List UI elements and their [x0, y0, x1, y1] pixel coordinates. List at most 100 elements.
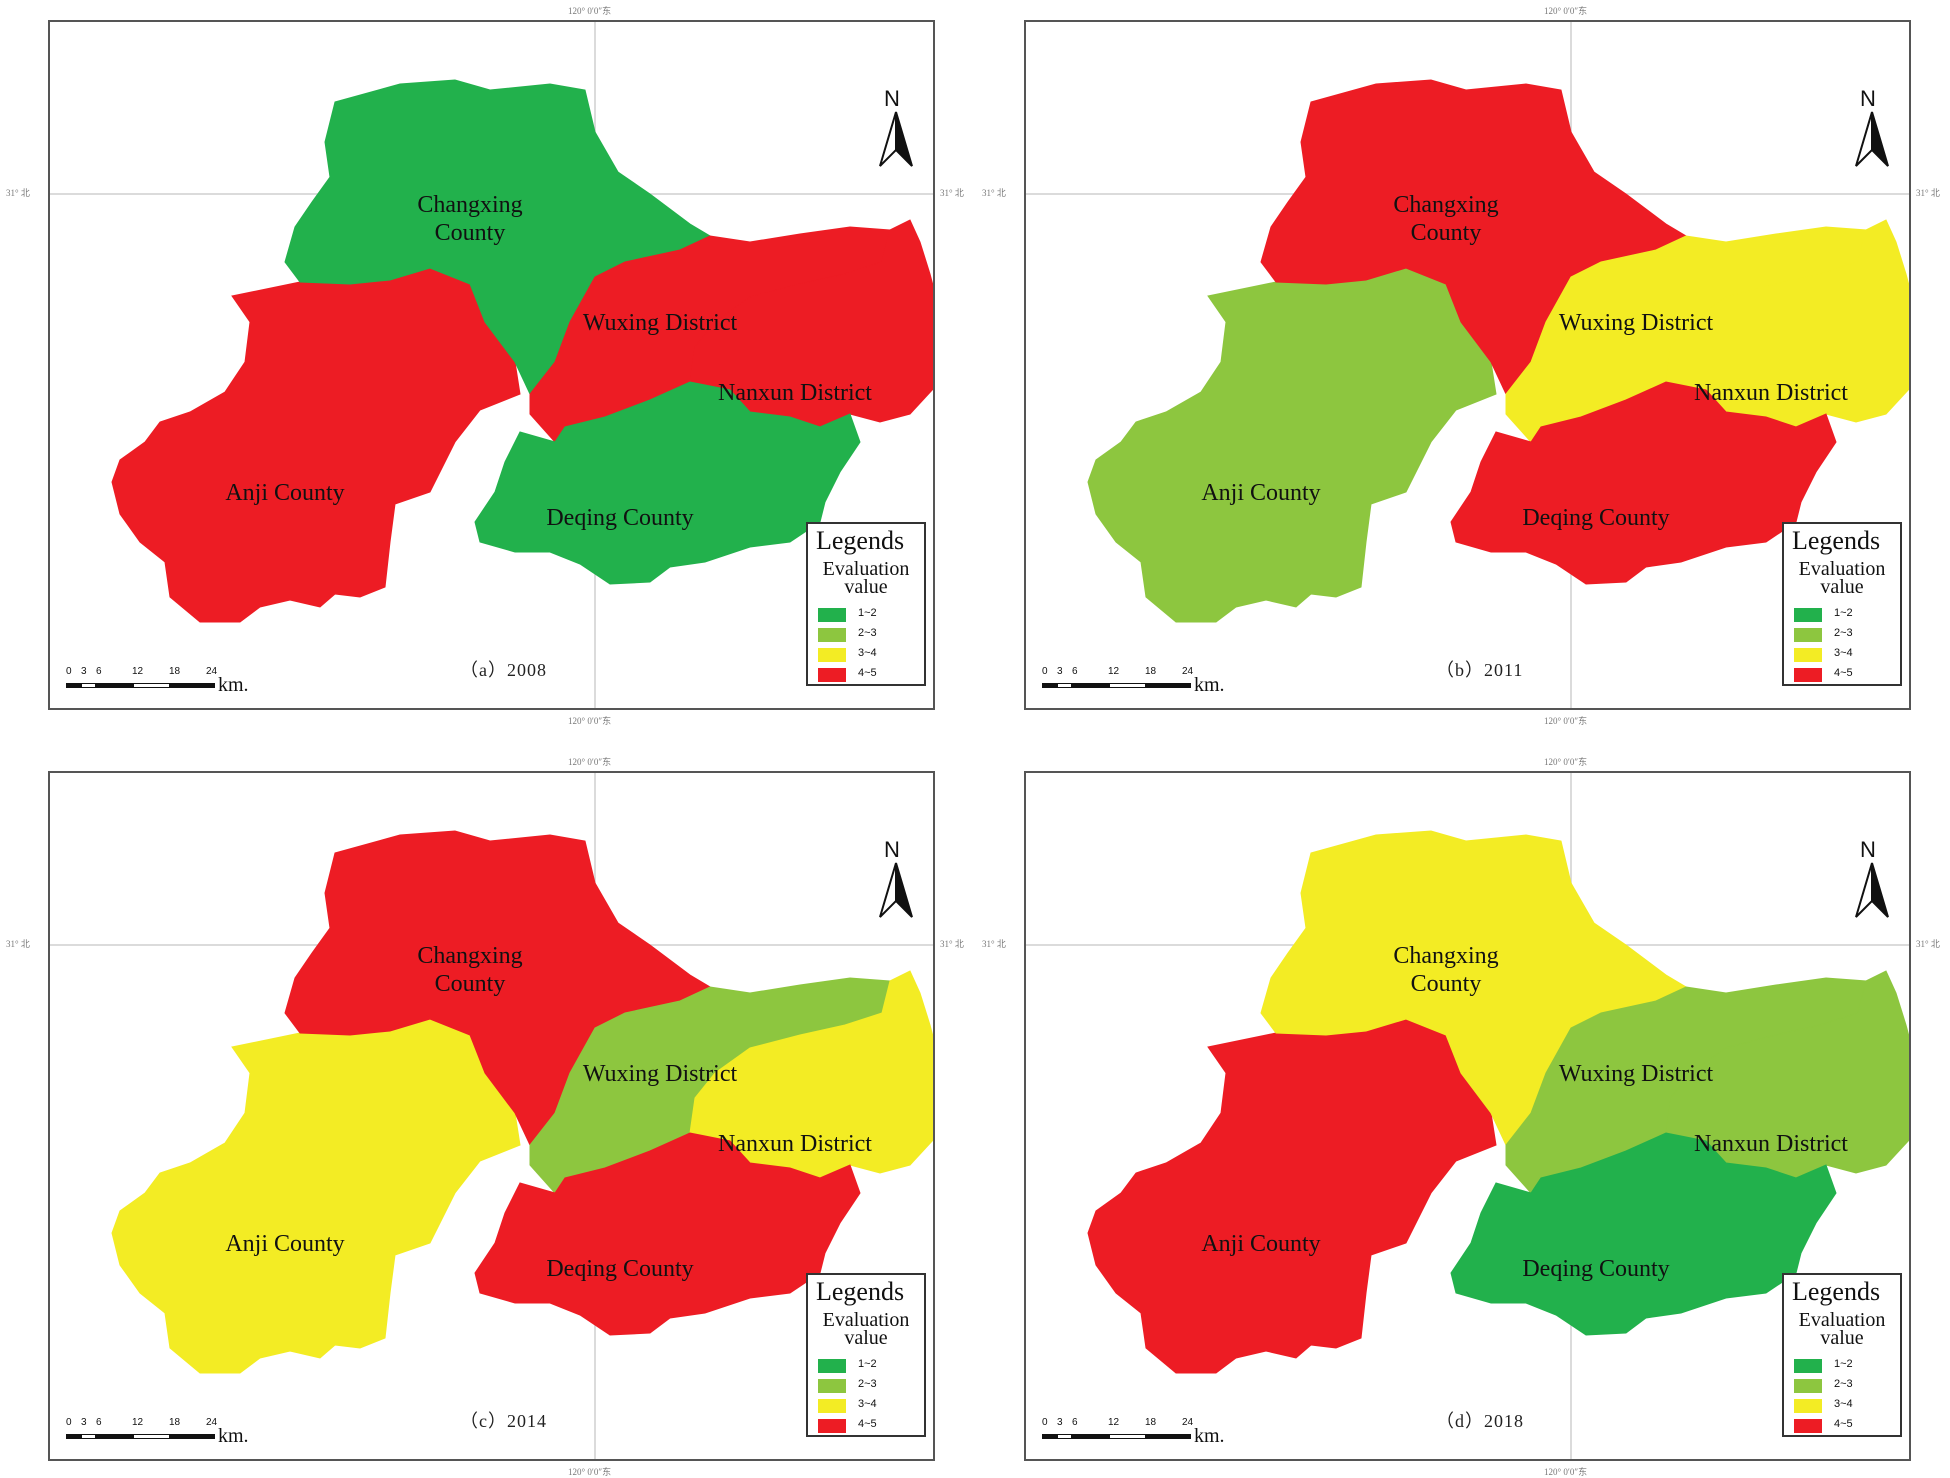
north-arrow-icon	[879, 111, 913, 167]
north-label: N	[884, 837, 900, 862]
scale-tick: 12	[1108, 1417, 1120, 1428]
longitude-label-bottom: 120° 0′0″东	[568, 1467, 612, 1477]
panel-caption: （a）2008	[460, 660, 547, 680]
legend-item-label: 1~2	[858, 607, 877, 619]
legend-subtitle-line2: value	[1820, 576, 1864, 598]
scale-tick: 18	[169, 666, 181, 677]
region-deqing	[474, 1132, 861, 1336]
scale-tick: 18	[1145, 666, 1157, 677]
scale-tick: 24	[206, 1417, 218, 1428]
map-panel-2: Changxing County Wuxing District Nanxun …	[1024, 20, 1911, 710]
scale-tick: 0	[1042, 666, 1048, 677]
map-canvas: Changxing County Wuxing District Nanxun …	[1026, 22, 1909, 708]
map-panel-3: Changxing County Wuxing District Nanxun …	[48, 771, 935, 1461]
region-anji	[111, 267, 521, 623]
scale-unit: km.	[1194, 1425, 1225, 1447]
legend-item-label: 4~5	[1834, 1418, 1853, 1430]
legend-box: Legends Evaluation value 1~2 2~3 3~4 4~5	[1782, 522, 1902, 686]
label-changxing-line1: Changxing	[417, 943, 522, 969]
legend-swatch	[818, 628, 846, 642]
legend-item-label: 1~2	[1834, 1358, 1853, 1370]
legend-swatch	[1794, 1419, 1822, 1433]
scale-tick: 12	[132, 666, 144, 677]
label-deqing: Deqing County	[1522, 505, 1669, 531]
latitude-label-left: 31° 北	[982, 188, 1006, 198]
label-wuxing: Wuxing District	[583, 310, 738, 336]
scale-tick: 3	[81, 666, 87, 677]
label-changxing-line2: County	[435, 220, 506, 246]
legend-box: Legends Evaluation value 1~2 2~3 3~4 4~5	[806, 522, 926, 686]
label-nanxun: Nanxun District	[718, 380, 872, 406]
north-arrow: N	[1852, 86, 1892, 170]
longitude-label-top: 120° 0′0″东	[568, 757, 612, 767]
label-changxing-line1: Changxing	[1393, 192, 1498, 218]
panel-caption: （c）2014	[460, 1411, 547, 1431]
legend-swatch	[818, 648, 846, 662]
legend-box: Legends Evaluation value 1~2 2~3 3~4 4~5	[1782, 1273, 1902, 1437]
region-deqing	[474, 381, 861, 585]
longitude-label-bottom: 120° 0′0″东	[568, 716, 612, 726]
scale-tick: 6	[1072, 1417, 1078, 1428]
legend-swatch	[818, 1399, 846, 1413]
label-changxing-line2: County	[1411, 971, 1482, 997]
legend-subtitle: Evaluation value	[808, 559, 924, 598]
latitude-label-right: 31° 北	[1916, 188, 1940, 198]
scale-bar: 0 3 6 12 18 24 km.	[1042, 662, 1242, 702]
region-deqing	[1450, 381, 1837, 585]
latitude-label-right: 31° 北	[940, 939, 964, 949]
scale-tick: 6	[1072, 666, 1078, 677]
north-label: N	[1860, 86, 1876, 111]
legend-title: Legends	[1792, 526, 1881, 555]
scale-bar: 0 3 6 12 18 24 km.	[1042, 1413, 1242, 1453]
region-anji	[1087, 267, 1497, 623]
map-canvas: Changxing County Wuxing District Nanxun …	[50, 773, 933, 1459]
longitude-label-bottom: 120° 0′0″东	[1544, 1467, 1588, 1477]
label-anji: Anji County	[1201, 1231, 1320, 1257]
label-changxing-line1: Changxing	[1393, 943, 1498, 969]
longitude-label-top: 120° 0′0″东	[1544, 757, 1588, 767]
scale-tick: 24	[206, 666, 218, 677]
map-canvas: Changxing County Wuxing District Nanxun …	[50, 22, 933, 708]
label-anji: Anji County	[225, 480, 344, 506]
longitude-label-bottom: 120° 0′0″东	[1544, 716, 1588, 726]
legend-item-label: 4~5	[858, 667, 877, 679]
legend-swatch	[818, 668, 846, 682]
north-arrow: N	[1852, 837, 1892, 921]
legend-subtitle: Evaluation value	[1784, 558, 1900, 598]
legend-item-label: 3~4	[1834, 1398, 1853, 1410]
legend-title: Legends	[1792, 1277, 1881, 1306]
north-arrow-icon	[1855, 111, 1889, 167]
scale-bar: 0 3 6 12 18 24 km.	[66, 1413, 266, 1453]
legend-item-label: 1~2	[1834, 607, 1853, 619]
scale-tick: 0	[66, 666, 72, 677]
scale-tick: 0	[1042, 1417, 1048, 1428]
legend-subtitle-line1: Evaluation	[1798, 1309, 1886, 1331]
scale-tick: 6	[96, 1417, 102, 1428]
scale-unit: km.	[218, 1425, 249, 1447]
north-label: N	[884, 86, 900, 111]
legend-swatch	[1794, 1359, 1822, 1373]
longitude-label-top: 120° 0′0″东	[568, 6, 612, 16]
region-anji	[1087, 1018, 1497, 1374]
legend-subtitle-line2: value	[844, 576, 888, 598]
scale-tick: 3	[1057, 1417, 1063, 1428]
region-deqing	[1450, 1132, 1837, 1336]
legend-subtitle-line2: value	[1820, 1327, 1864, 1349]
north-arrow: N	[876, 86, 916, 170]
panel-caption: （b）2011	[1436, 660, 1524, 680]
legend-swatch	[1794, 628, 1822, 642]
scale-tick: 24	[1182, 1417, 1194, 1428]
legend-item-label: 1~2	[858, 1358, 877, 1370]
latitude-label-left: 31° 北	[6, 188, 30, 198]
label-nanxun: Nanxun District	[1694, 380, 1848, 406]
legend-subtitle-line1: Evaluation	[822, 1309, 910, 1331]
region-anji	[111, 1018, 521, 1374]
legend-subtitle: Evaluation value	[808, 1309, 924, 1348]
legend-subtitle-line1: Evaluation	[1798, 558, 1886, 580]
label-wuxing: Wuxing District	[583, 1061, 738, 1087]
legend-title: Legends	[816, 526, 905, 555]
legend-item-label: 3~4	[858, 647, 877, 659]
legend-swatch	[818, 1379, 846, 1393]
north-arrow-icon	[1855, 862, 1889, 918]
scale-tick: 3	[1057, 666, 1063, 677]
